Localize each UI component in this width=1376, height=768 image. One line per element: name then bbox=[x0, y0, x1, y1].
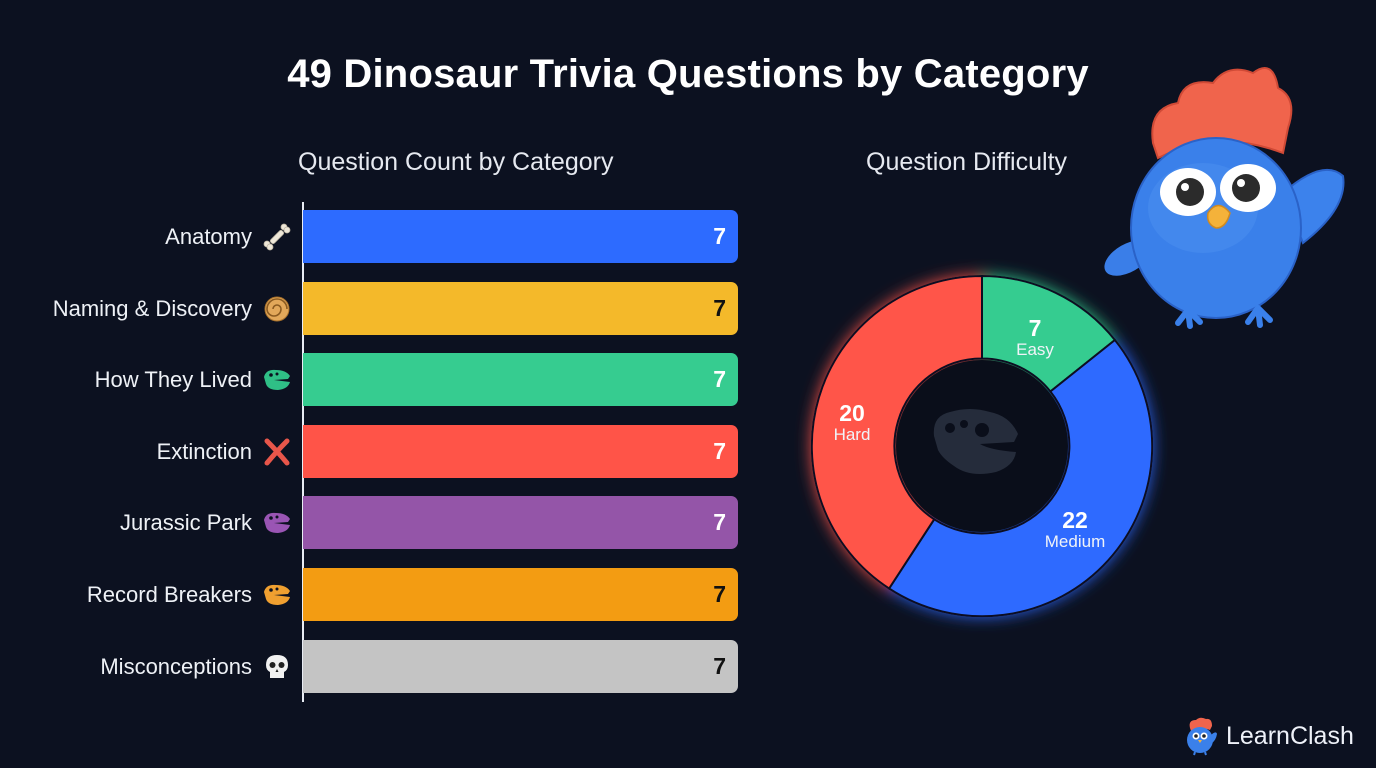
bar-chart-title: Question Count by Category bbox=[298, 148, 614, 176]
bar-row-extinction: Extinction 7 bbox=[0, 425, 760, 478]
bar-value: 7 bbox=[713, 438, 726, 464]
donut-label-medium: 22 Medium bbox=[1044, 507, 1106, 552]
donut-svg bbox=[810, 274, 1154, 618]
bar-row-misconceptions: Misconceptions 7 bbox=[0, 640, 760, 693]
bar-record-breakers[interactable]: 7 bbox=[303, 568, 738, 621]
bar-misconceptions[interactable]: 7 bbox=[303, 640, 738, 693]
brand-name: LearnClash bbox=[1226, 721, 1354, 750]
category-label: Anatomy bbox=[165, 224, 252, 249]
category-label: How They Lived bbox=[94, 367, 252, 392]
bar-value: 7 bbox=[713, 581, 726, 607]
donut-label-easy: 7 Easy bbox=[1016, 315, 1054, 360]
bar-value: 7 bbox=[713, 653, 726, 679]
dino-skull-icon bbox=[264, 512, 290, 533]
bar-value: 7 bbox=[713, 295, 726, 321]
bar-row-naming-discovery: Naming & Discovery 7 bbox=[0, 282, 760, 335]
bar-how-they-lived[interactable]: 7 bbox=[303, 353, 738, 406]
bar-row-anatomy: Anatomy 7 bbox=[0, 210, 760, 263]
mascot-logo-icon bbox=[1187, 717, 1217, 756]
x-icon bbox=[264, 438, 290, 466]
brand-logo[interactable]: LearnClash bbox=[1182, 716, 1354, 756]
donut-label-hard: 20 Hard bbox=[833, 400, 871, 445]
category-label: Jurassic Park bbox=[119, 510, 252, 535]
dino-skull-icon bbox=[264, 369, 290, 390]
mascot-bird-illustration bbox=[1104, 67, 1345, 329]
donut-segment-hard[interactable] bbox=[810, 274, 983, 590]
ammonite-fossil-icon bbox=[264, 296, 290, 322]
bar-naming-discovery[interactable]: 7 bbox=[303, 282, 738, 335]
skull-icon bbox=[266, 655, 288, 678]
bar-extinction[interactable]: 7 bbox=[303, 425, 738, 478]
category-label: Misconceptions bbox=[100, 654, 252, 679]
donut-chart: 7 Easy 22 Medium 20 Hard bbox=[810, 274, 1154, 618]
category-label: Extinction bbox=[156, 439, 252, 464]
dino-skull-icon bbox=[933, 409, 1018, 474]
category-label: Record Breakers bbox=[86, 582, 252, 607]
bar-value: 7 bbox=[713, 223, 726, 249]
bar-jurassic-park[interactable]: 7 bbox=[303, 496, 738, 549]
category-label: Naming & Discovery bbox=[52, 296, 252, 321]
dino-skull-icon bbox=[264, 584, 290, 605]
bone-icon bbox=[263, 223, 291, 251]
page-title: 49 Dinosaur Trivia Questions by Category bbox=[287, 52, 1089, 96]
bar-value: 7 bbox=[713, 509, 726, 535]
donut-chart-title: Question Difficulty bbox=[866, 148, 1068, 176]
bar-row-record-breakers: Record Breakers 7 bbox=[0, 568, 760, 621]
bar-value: 7 bbox=[713, 366, 726, 392]
bar-anatomy[interactable]: 7 bbox=[303, 210, 738, 263]
donut-segment-medium[interactable] bbox=[887, 338, 1154, 618]
bar-row-jurassic-park: Jurassic Park 7 bbox=[0, 496, 760, 549]
bar-row-how-they-lived: How They Lived 7 bbox=[0, 353, 760, 406]
